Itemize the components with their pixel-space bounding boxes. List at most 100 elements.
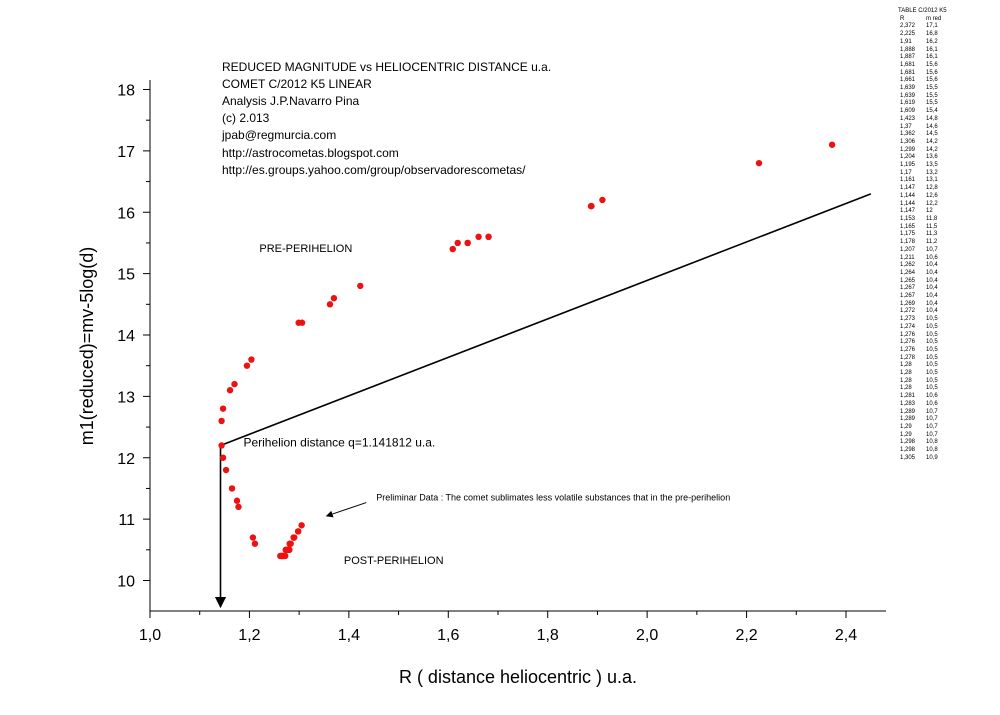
x-axis-title: R ( distance heliocentric ) u.a.	[399, 667, 637, 687]
table-cell-mred: 12,2	[926, 200, 938, 207]
pre-perihelion-point	[218, 417, 225, 425]
data-table: TABLE C/2012 K5 R m red 2,372 17,1 2,225 16…	[898, 8, 994, 462]
table-row: 1,276 10,5	[898, 339, 994, 347]
post-perihelion-point	[235, 503, 242, 511]
table-cell-r: 1,306	[900, 138, 916, 145]
table-row: 1,144 12,2	[898, 201, 994, 209]
table-cell-mred: 15,5	[926, 85, 938, 92]
table-cell-r: 1,265	[900, 277, 916, 284]
table-cell-mred: 15,5	[926, 100, 938, 107]
table-cell-mred: 12	[926, 208, 933, 215]
y-tick-label: 18	[117, 83, 135, 100]
table-cell-mred: 13,2	[926, 169, 938, 176]
table-cell-mred: 10,5	[926, 354, 938, 361]
title-line-4: (c) 2.013	[222, 111, 270, 125]
table-cell-r: 1,29	[900, 423, 912, 430]
table-row: 1,17 13,2	[898, 170, 994, 178]
table-cell-mred: 13,5	[926, 162, 938, 169]
table-cell-r: 1,681	[900, 69, 916, 76]
post-perihelion-point	[233, 497, 241, 504]
pre-perihelion-point	[464, 239, 471, 247]
table-cell-mred: 15,6	[926, 77, 938, 84]
table-cell-r: 1,639	[900, 92, 916, 99]
title-line-6: http://astrocometas.blogspot.com	[222, 146, 399, 160]
table-cell-mred: 10,5	[926, 370, 938, 377]
x-ticks: 1,0 1,2 1,4 1,6 1,8 2,0 2,2 2,4	[139, 611, 857, 644]
table-title: TABLE C/2012 K5	[898, 8, 947, 14]
table-cell-r: 1,207	[900, 246, 916, 253]
post-perihelion-point	[286, 546, 293, 554]
post-perihelion-label: POST-PERIHELION	[344, 555, 444, 567]
x-tick-label: 1,0	[139, 627, 161, 644]
pre-perihelion-label: PRE-PERIHELION	[259, 243, 352, 255]
table-cell-mred: 10,4	[926, 293, 938, 300]
x-tick-label: 1,4	[338, 627, 360, 644]
table-cell-r: 1,289	[900, 408, 916, 415]
table-row: 1,91 16,2	[898, 39, 994, 47]
x-tick-label: 2,4	[835, 627, 857, 644]
table-row: 2,225 16,8	[898, 31, 994, 39]
table-cell-r: 1,37	[900, 123, 912, 130]
note-arrow	[325, 502, 367, 518]
table-row: 1,175 11,3	[898, 231, 994, 239]
table-cell-mred: 13,1	[926, 177, 938, 184]
trend-line	[220, 193, 872, 447]
table-cell-r: 1,144	[900, 200, 916, 207]
table-row: 1,278 10,5	[898, 355, 994, 363]
table-cell-r: 1,28	[900, 385, 912, 392]
table-row: 1,147 12,8	[898, 185, 994, 193]
table-row: 1,264 10,4	[898, 270, 994, 278]
title-block: REDUCED MAGNITUDE vs HELIOCENTRIC DISTAN…	[221, 60, 551, 177]
table-cell-mred: 12,6	[926, 192, 938, 199]
table-cell-r: 1,281	[900, 393, 916, 400]
table-row: 1,274 10,5	[898, 324, 994, 332]
table-row: 1,144 12,6	[898, 193, 994, 201]
table-cell-r: 1,28	[900, 370, 912, 377]
table-cell-r: 1,195	[900, 162, 916, 169]
table-cell-mred: 10,7	[926, 431, 938, 438]
table-cell-r: 1,276	[900, 339, 916, 346]
table-cell-r: 2,372	[900, 23, 916, 30]
table-cell-r: 1,264	[900, 269, 916, 276]
table-cell-mred: 14,5	[926, 131, 938, 138]
table-row: 1,37 14,6	[898, 124, 994, 132]
table-row: 1,276 10,5	[898, 332, 994, 340]
title-line-1: REDUCED MAGNITUDE vs HELIOCENTRIC DISTAN…	[222, 60, 551, 74]
table-row: 1,299 14,2	[898, 147, 994, 155]
table-cell-mred: 10,4	[926, 285, 938, 292]
table-row: 1,211 10,6	[898, 255, 994, 263]
table-cell-r: 1,639	[900, 85, 916, 92]
table-cell-mred: 10,5	[926, 323, 938, 330]
table-cell-r: 1,298	[900, 439, 916, 446]
table-cell-r: 1,269	[900, 300, 916, 307]
annotations: PRE-PERIHELION Perihelion distance q=1.1…	[243, 243, 730, 567]
table-cell-r: 1,305	[900, 454, 916, 461]
table-row: 1,306 14,2	[898, 139, 994, 147]
table-row: 1,28 10,5	[898, 370, 994, 378]
table-row: 1,262 10,4	[898, 262, 994, 270]
y-tick-label: 13	[117, 389, 135, 406]
pre-perihelion-point	[330, 294, 338, 302]
table-cell-r: 1,211	[900, 254, 915, 261]
table-row: 1,888 16,1	[898, 47, 994, 55]
table-cell-mred: 10,8	[926, 447, 938, 454]
table-cell-mred: 15,4	[926, 108, 938, 115]
table-row: 1,29 10,7	[898, 424, 994, 432]
table-row: 1,639 15,5	[898, 93, 994, 101]
x-tick-label: 1,6	[437, 627, 459, 644]
pre-perihelion-point	[454, 239, 461, 247]
table-cell-r: 1,276	[900, 346, 916, 353]
preliminary-note: Preliminar Data : The comet sublimates l…	[376, 493, 730, 503]
table-row: 1,289 10,7	[898, 416, 994, 424]
table-cell-r: 1,165	[900, 223, 916, 230]
table-cell-mred: 10,6	[926, 393, 938, 400]
table-cell-r: 1,362	[900, 131, 916, 138]
x-tick-label: 2,0	[636, 627, 658, 644]
table-cell-mred: 16,1	[926, 54, 938, 61]
table-cell-mred: 10,9	[926, 454, 938, 461]
pre-perihelion-point	[599, 196, 606, 204]
post-perihelion-point	[287, 540, 294, 547]
table-cell-mred: 17,1	[926, 23, 938, 30]
table-cell-r: 1,661	[900, 77, 916, 84]
